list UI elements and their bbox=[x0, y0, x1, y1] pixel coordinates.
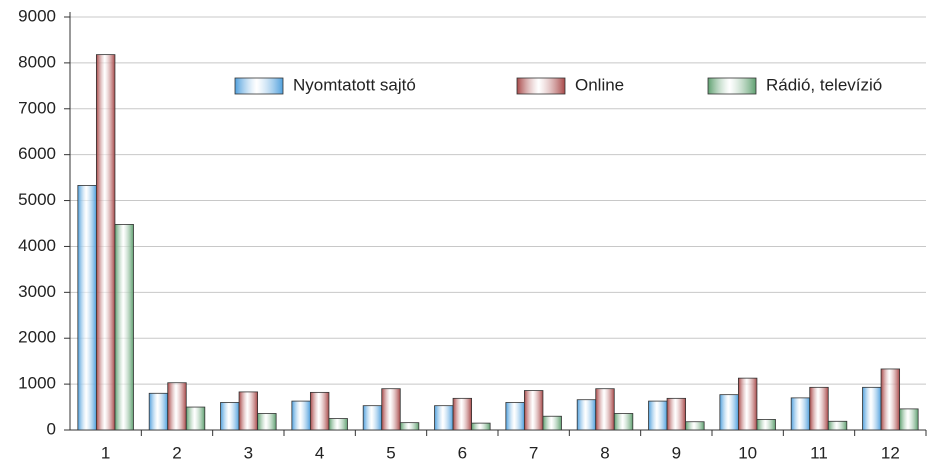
bar bbox=[523, 390, 544, 431]
y-tick-label: 1000 bbox=[18, 374, 56, 393]
legend-label: Rádió, televízió bbox=[766, 75, 882, 94]
bar bbox=[434, 405, 454, 431]
y-tick-label: 2000 bbox=[18, 328, 56, 347]
x-tick-label: 5 bbox=[386, 443, 395, 462]
y-tick-label: 3000 bbox=[18, 282, 56, 301]
bar bbox=[899, 408, 919, 431]
bar bbox=[737, 377, 758, 431]
legend-label: Nyomtatott sajtó bbox=[293, 75, 416, 94]
y-tick-label: 7000 bbox=[18, 98, 56, 117]
bar bbox=[257, 413, 277, 431]
bar bbox=[309, 391, 330, 431]
y-tick-label: 9000 bbox=[18, 6, 56, 25]
bar bbox=[719, 394, 739, 431]
x-tick-label: 1 bbox=[101, 443, 110, 462]
bar bbox=[471, 422, 491, 431]
bar bbox=[576, 399, 597, 431]
bar bbox=[220, 402, 240, 431]
x-tick-label: 4 bbox=[315, 443, 324, 462]
bar bbox=[505, 402, 525, 431]
bar bbox=[666, 397, 687, 431]
bar bbox=[648, 400, 668, 431]
bar bbox=[880, 368, 901, 431]
x-tick-label: 3 bbox=[244, 443, 253, 462]
bar bbox=[595, 388, 615, 431]
x-tick-label: 7 bbox=[529, 443, 538, 462]
bar bbox=[95, 54, 116, 431]
bar bbox=[827, 420, 848, 431]
x-tick-label: 11 bbox=[810, 443, 828, 462]
bar bbox=[542, 415, 562, 431]
legend-label: Online bbox=[575, 75, 624, 94]
y-tick-label: 0 bbox=[47, 419, 56, 438]
bar bbox=[452, 397, 473, 431]
bar bbox=[381, 388, 401, 431]
y-tick-label: 6000 bbox=[18, 144, 56, 163]
x-tick-label: 9 bbox=[672, 443, 681, 462]
legend-swatch bbox=[516, 77, 566, 95]
bar bbox=[291, 400, 311, 431]
bar bbox=[613, 413, 634, 431]
bar bbox=[862, 386, 882, 431]
y-tick-label: 5000 bbox=[18, 190, 56, 209]
y-tick-label: 8000 bbox=[18, 52, 56, 71]
x-tick-label: 12 bbox=[881, 443, 900, 462]
bar bbox=[685, 421, 705, 431]
bar bbox=[114, 224, 134, 431]
bar bbox=[77, 185, 97, 431]
bar bbox=[362, 405, 383, 431]
x-tick-label: 2 bbox=[172, 443, 181, 462]
bar bbox=[328, 418, 348, 431]
bar bbox=[809, 386, 829, 431]
x-tick-label: 10 bbox=[738, 443, 757, 462]
bar bbox=[238, 391, 259, 431]
y-tick-label: 4000 bbox=[18, 236, 56, 255]
bar bbox=[148, 392, 169, 431]
legend-swatch bbox=[707, 77, 757, 95]
legend-swatch bbox=[234, 77, 284, 95]
bar bbox=[790, 397, 811, 431]
bar bbox=[185, 406, 206, 431]
bar bbox=[167, 382, 187, 431]
bar bbox=[399, 422, 420, 431]
bar bbox=[756, 419, 776, 431]
x-tick-label: 8 bbox=[600, 443, 609, 462]
x-tick-label: 6 bbox=[458, 443, 467, 462]
